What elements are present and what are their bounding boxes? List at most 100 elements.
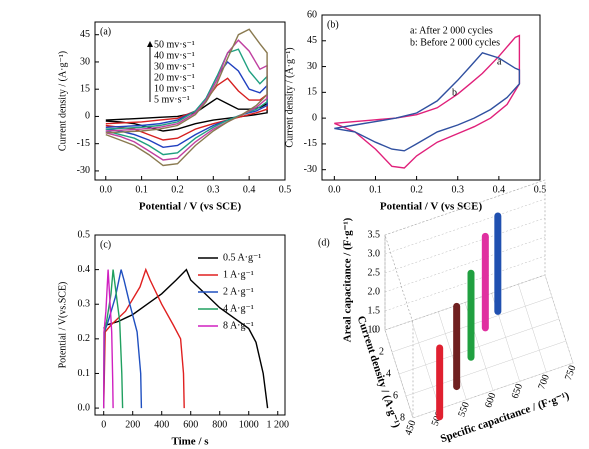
x-tick-label: 0.5: [534, 184, 547, 195]
series-label: a: [497, 56, 502, 67]
note: b: Before 2 000 cycles: [410, 37, 500, 48]
z-tick-label: 3.5: [368, 229, 381, 240]
y-tick-label: 30: [80, 56, 90, 67]
y-tick-label: 60: [307, 9, 317, 20]
legend-label: 1 A·g⁻¹: [223, 269, 254, 280]
z-tick-label: 1.0: [368, 324, 381, 335]
x-tick-label: 1 200: [266, 419, 289, 430]
x-tick-label: 0.0: [328, 184, 341, 195]
z-tick-label: 2.5: [368, 267, 381, 278]
x-tick-label: 650: [510, 382, 525, 400]
x-axis-title: Time / s: [171, 436, 209, 448]
series-line: [103, 269, 114, 409]
y-tick-label: 0: [312, 112, 317, 123]
y-tick-label: -15: [77, 138, 90, 149]
legend-label: 0.5 A·g⁻¹: [223, 252, 261, 263]
x-tick-label: 600: [483, 392, 498, 410]
y-axis-title: Current density / (A·g⁻¹): [284, 47, 295, 147]
y-grid-line: [384, 274, 546, 331]
series-line: [334, 34, 521, 169]
z-grid-line: [384, 255, 546, 312]
x-tick-label: 400: [154, 419, 169, 430]
x-tick-label: 750: [563, 364, 578, 382]
plot-frame: [321, 14, 541, 181]
x-tick-label: 1000: [239, 419, 259, 430]
panel-label: (b): [327, 19, 339, 30]
x-tick-label: 0.2: [171, 184, 184, 195]
y-tick-label: 2: [379, 346, 384, 357]
y-tick-label: 0: [372, 324, 377, 335]
x-tick-label: 200: [125, 419, 140, 430]
x-tick-label: 0.4: [243, 184, 256, 195]
plot-frame: [94, 234, 286, 416]
x-tick-label: 0: [101, 419, 106, 430]
x-tick-label: 0.0: [100, 184, 113, 195]
series-line: [103, 267, 185, 409]
panel-label: (c): [100, 239, 111, 250]
y-tick-label: -15: [304, 138, 317, 149]
x-tick-label: 700: [536, 373, 551, 391]
x-tick-label: 0.2: [410, 184, 423, 195]
plot-frame: [94, 21, 286, 181]
x-axis-title: Potential / V (vs SCE): [139, 201, 242, 213]
z-grid-line: [384, 236, 546, 293]
z-tick-label: 1.5: [368, 305, 381, 316]
x-tick-label: 0.3: [451, 184, 464, 195]
legend-label: 2 A·g⁻¹: [223, 286, 254, 297]
y-tick-label: 0.5: [78, 229, 91, 240]
y-tick-label: 0.2: [78, 333, 91, 344]
x-tick-label: 800: [212, 419, 227, 430]
note: a: After 2 000 cycles: [410, 25, 493, 36]
z-tick-label: 3.0: [368, 248, 381, 259]
y-grid-line: [398, 318, 560, 375]
z-axis-title: Areal capacitance / (F·g⁻¹): [342, 217, 354, 342]
y-tick-label: 45: [307, 35, 317, 46]
y-axis-title: Current density / (A·g⁻¹): [57, 51, 68, 151]
x-tick-label: 550: [456, 401, 471, 419]
legend-label: 50 mv·s⁻¹: [154, 39, 195, 50]
legend-label: 20 mv·s⁻¹: [154, 72, 195, 83]
x-tick-label: 0.5: [279, 184, 292, 195]
z-grid-line: [384, 217, 546, 274]
x-axis-title: Specific capacitance / (F·g⁻¹): [439, 390, 571, 445]
series-line: [103, 268, 269, 409]
legend-label: 5 mv·s⁻¹: [154, 94, 190, 105]
z-grid-line: [384, 179, 546, 236]
y-tick-label: -30: [77, 165, 90, 176]
legend-label: 4 A·g⁻¹: [223, 303, 254, 314]
x-tick-label: 0.1: [369, 184, 382, 195]
y-tick-label: 0.0: [78, 402, 91, 413]
x-tick-label: 600: [183, 419, 198, 430]
y-axis-title: Potential / V(vs.SCE): [57, 282, 68, 369]
series-label: b: [452, 87, 457, 98]
x-tick-label: 0.1: [135, 184, 148, 195]
y-tick-label: 0.4: [78, 264, 91, 275]
series-line: [103, 269, 143, 409]
y-tick-label: 0: [85, 111, 90, 122]
y-tick-label: 0.1: [78, 368, 91, 379]
x-tick-label: 0.4: [493, 184, 506, 195]
series-line: [105, 28, 268, 167]
legend-label: 8 A·g⁻¹: [223, 320, 254, 331]
z-grid-line: [384, 198, 546, 255]
series-line: [334, 51, 521, 152]
x-axis-title: Potential / V (vs SCE): [380, 201, 483, 213]
y-tick-label: 15: [307, 87, 317, 98]
x-tick-label: 450: [403, 419, 418, 437]
y-tick-label: -30: [304, 164, 317, 175]
y-tick-label: 45: [80, 29, 90, 40]
legend-label: 10 mv·s⁻¹: [154, 83, 195, 94]
z-tick-label: 2.0: [368, 286, 381, 297]
y-tick-label: 8: [400, 412, 405, 423]
y-tick-label: 15: [80, 83, 90, 94]
panel-label: (d): [318, 237, 330, 248]
y-tick-label: 6: [393, 390, 398, 401]
panel-label: (a): [100, 26, 111, 37]
y-tick-label: 0.3: [78, 299, 91, 310]
y-tick-label: 4: [386, 368, 391, 379]
x-tick-label: 0.3: [207, 184, 220, 195]
y-tick-label: 30: [307, 61, 317, 72]
legend-label: 40 mv·s⁻¹: [154, 50, 195, 61]
y-grid-line: [405, 340, 567, 397]
